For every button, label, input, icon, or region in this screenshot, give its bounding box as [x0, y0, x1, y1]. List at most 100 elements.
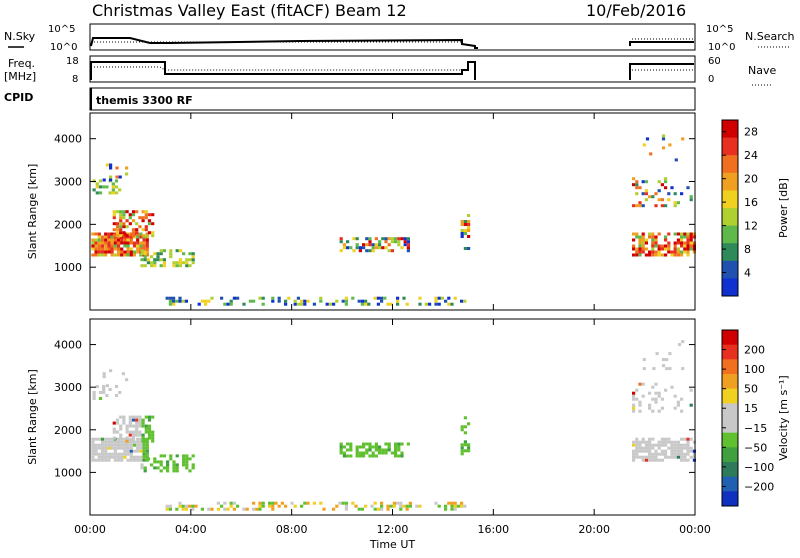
range-cell	[204, 299, 208, 303]
range-cell	[100, 253, 105, 257]
range-cell	[100, 244, 105, 248]
range-cell	[371, 445, 375, 449]
range-cell	[632, 406, 636, 410]
range-cell	[111, 182, 115, 186]
range-cell	[277, 299, 281, 303]
range-cell	[673, 446, 677, 450]
range-cell	[303, 501, 307, 505]
range-cell	[641, 449, 645, 453]
range-cell	[355, 454, 359, 458]
range-cell	[355, 448, 359, 452]
range-cell	[113, 452, 117, 456]
range-cell	[654, 400, 658, 404]
range-cell	[168, 507, 172, 511]
range-cell	[651, 452, 655, 456]
range-cell	[142, 238, 146, 242]
range-cell	[145, 446, 149, 450]
range-cell	[123, 238, 127, 242]
range-cell	[123, 446, 127, 450]
colorbar-segment	[722, 418, 738, 434]
range-cell	[182, 454, 186, 458]
range-cell	[660, 198, 664, 202]
range-cell	[111, 188, 115, 192]
range-cell	[676, 250, 680, 254]
range-cell	[141, 439, 145, 443]
scatter-cells	[91, 340, 696, 511]
range-cell	[131, 415, 136, 419]
range-cell	[396, 501, 400, 505]
range-cell	[165, 507, 169, 511]
y-tick-label: 4000	[54, 133, 82, 146]
range-cell	[114, 179, 119, 183]
range-cell	[460, 443, 464, 447]
nsearch-label: N.Search	[745, 30, 795, 43]
range-cell	[118, 188, 122, 192]
range-cell	[141, 418, 145, 422]
range-cell	[680, 241, 684, 245]
range-cell	[97, 244, 101, 248]
range-cell	[362, 442, 366, 446]
range-cell	[175, 454, 179, 458]
range-cell	[142, 443, 146, 447]
range-cell	[141, 421, 145, 425]
range-cell	[328, 302, 332, 306]
range-cell	[113, 247, 117, 251]
range-cell	[384, 442, 388, 446]
range-cell	[437, 504, 441, 508]
range-cell	[110, 443, 114, 447]
range-cell	[153, 264, 157, 268]
range-cell	[97, 455, 101, 459]
range-cell	[159, 252, 163, 256]
range-cell	[139, 232, 143, 236]
range-cell	[115, 430, 120, 434]
range-cell	[638, 403, 642, 407]
range-cell	[644, 449, 648, 453]
range-cell	[166, 469, 170, 473]
range-cell	[145, 455, 149, 459]
range-cell	[467, 214, 471, 217]
range-cell	[129, 452, 133, 456]
range-cell	[641, 455, 645, 459]
range-cell	[91, 232, 95, 236]
range-cell	[405, 302, 409, 306]
range-cell	[344, 299, 348, 303]
range-cell	[403, 240, 407, 244]
colorbar-tick-label: 12	[744, 220, 758, 233]
range-cell	[376, 296, 380, 300]
range-cell	[136, 443, 140, 447]
range-cell	[100, 235, 105, 239]
range-cell	[128, 222, 132, 226]
range-cell	[91, 247, 95, 251]
freq-label-2: [MHz]	[4, 70, 36, 83]
range-cell	[648, 440, 652, 444]
range-cell	[143, 255, 147, 259]
range-cell	[638, 409, 642, 413]
range-cell	[104, 244, 108, 248]
range-cell	[358, 451, 362, 455]
range-cell	[394, 448, 398, 452]
range-cell	[371, 246, 375, 250]
range-cell	[191, 504, 195, 508]
range-cell	[339, 451, 343, 455]
range-cell	[125, 234, 129, 238]
range-cell	[129, 446, 133, 450]
range-cell	[284, 299, 288, 303]
range-cell	[136, 238, 140, 242]
range-cell	[635, 388, 639, 392]
range-cell	[172, 469, 176, 473]
range-cell	[673, 250, 677, 254]
range-cell	[440, 296, 444, 300]
range-cell	[140, 466, 144, 470]
velocity-colorbar: 200 100 50 15 −15 −50 −100 −200 Velocity [m s⁻¹]	[721, 329, 790, 507]
range-cell	[686, 440, 690, 444]
range-cell	[635, 253, 639, 257]
range-cell	[91, 449, 95, 453]
range-cell	[342, 243, 346, 247]
range-cell	[145, 244, 149, 248]
range-cell	[141, 219, 145, 223]
range-cell	[463, 443, 467, 447]
range-cell	[162, 258, 166, 262]
range-cell	[664, 455, 668, 459]
range-cell	[223, 507, 227, 511]
range-cell	[667, 247, 671, 251]
